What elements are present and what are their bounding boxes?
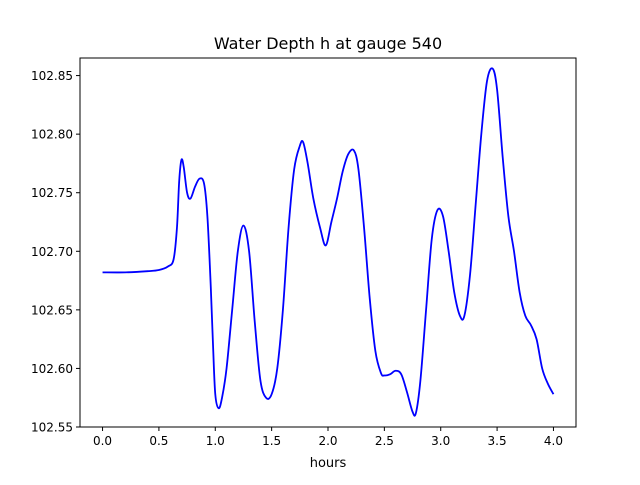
y-tick-label: 102.65 <box>31 303 73 317</box>
x-tick-label: 1.0 <box>206 434 225 448</box>
chart-title: Water Depth h at gauge 540 <box>214 34 442 53</box>
y-tick-label: 102.55 <box>31 421 73 435</box>
y-tick-label: 102.75 <box>31 186 73 200</box>
x-tick-label: 3.5 <box>488 434 507 448</box>
x-axis: 0.0 0.5 1.0 1.5 2.0 2.5 3.0 3.5 4.0 <box>93 427 563 448</box>
x-axis-label: hours <box>310 456 347 471</box>
x-tick-label: 2.5 <box>375 434 394 448</box>
y-tick-label: 102.85 <box>31 69 73 83</box>
series-line-0 <box>102 67 555 417</box>
x-tick-label: 1.5 <box>262 434 281 448</box>
x-tick-label: 3.0 <box>431 434 450 448</box>
plot-area <box>79 57 577 428</box>
y-tick-label: 102.80 <box>31 128 73 142</box>
x-tick-label: 0.0 <box>93 434 112 448</box>
x-tick-label: 2.0 <box>318 434 337 448</box>
y-axis: 102.55 102.60 102.65 102.70 102.75 102.80 102.… <box>31 69 80 435</box>
y-tick-label: 102.60 <box>31 362 73 376</box>
x-tick-label: 0.5 <box>149 434 168 448</box>
y-tick-label: 102.70 <box>31 245 73 259</box>
data-layer <box>102 67 555 417</box>
x-tick-label: 4.0 <box>544 434 563 448</box>
axes-frame <box>79 57 577 428</box>
